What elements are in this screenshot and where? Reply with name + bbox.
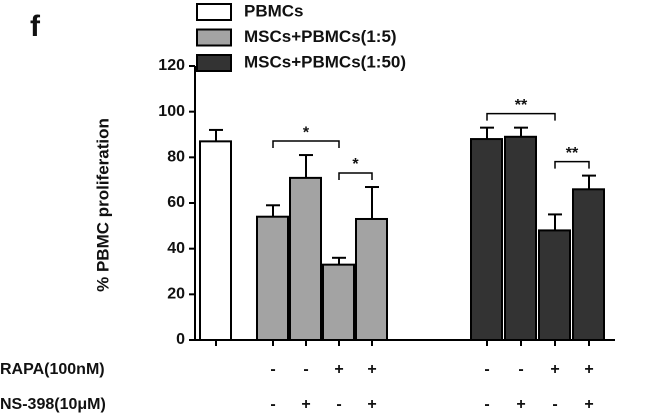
y-tick-label: 60 — [167, 194, 185, 211]
condition-sign: + — [367, 361, 376, 378]
bar — [355, 217, 388, 342]
significance-bracket — [272, 140, 340, 149]
legend-swatch — [196, 54, 232, 72]
condition-sign: + — [367, 396, 376, 413]
condition-sign: - — [270, 396, 275, 413]
legend-swatch — [196, 3, 232, 21]
condition-sign: + — [584, 361, 593, 378]
bar — [572, 188, 605, 341]
y-tick-label: 80 — [167, 149, 185, 166]
legend-label: MSCs+PBMCs(1:50) — [244, 52, 406, 71]
significance-label: ** — [515, 97, 528, 114]
significance-bracket — [338, 172, 373, 181]
condition-sign: - — [484, 396, 489, 413]
significance-label: * — [352, 156, 359, 173]
condition-sign: + — [584, 396, 593, 413]
condition-sign: + — [301, 396, 310, 413]
significance-label: ** — [566, 145, 579, 162]
panel-label: f — [30, 10, 41, 43]
condition-label: RAPA(100nM) — [0, 361, 105, 378]
condition-sign: + — [516, 396, 525, 413]
bar — [470, 138, 503, 341]
y-tick-label: 0 — [176, 331, 185, 348]
condition-sign: - — [303, 361, 308, 378]
bar — [199, 140, 232, 341]
bar — [289, 176, 322, 341]
condition-sign: - — [336, 396, 341, 413]
condition-sign: - — [270, 361, 275, 378]
condition-sign: + — [550, 361, 559, 378]
y-tick-label: 20 — [167, 286, 185, 303]
legend-label: MSCs+PBMCs(1:5) — [244, 27, 397, 46]
significance-bracket — [554, 160, 590, 169]
legend-swatch — [196, 28, 232, 47]
y-axis-label: % PBMC proliferation — [93, 118, 112, 292]
bar — [256, 215, 289, 341]
bar — [322, 263, 355, 341]
y-tick-label: 100 — [158, 103, 185, 120]
significance-bracket — [486, 112, 556, 121]
bar — [504, 135, 537, 341]
significance-label: * — [303, 124, 310, 141]
y-tick-label: 120 — [158, 57, 185, 74]
condition-label: NS-398(10μM) — [0, 396, 106, 413]
y-tick-label: 40 — [167, 240, 185, 257]
condition-sign: + — [334, 361, 343, 378]
legend-label: PBMCs — [244, 1, 304, 20]
condition-sign: - — [552, 396, 557, 413]
condition-sign: - — [518, 361, 523, 378]
bar — [538, 229, 571, 341]
condition-sign: - — [484, 361, 489, 378]
